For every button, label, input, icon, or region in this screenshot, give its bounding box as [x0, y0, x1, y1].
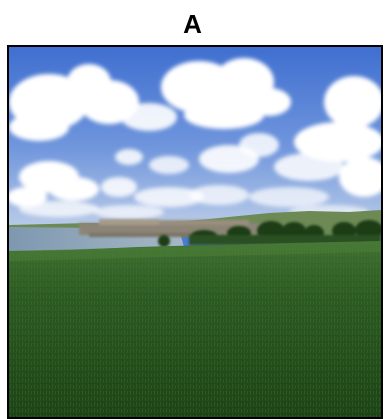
field-edge	[9, 241, 381, 261]
landscape-photo	[7, 45, 383, 419]
photo-canvas	[9, 47, 381, 417]
town	[79, 219, 269, 237]
tree-line	[158, 220, 381, 247]
clouds	[9, 58, 381, 219]
panel-label: A	[183, 9, 202, 39]
field-texture	[9, 241, 381, 417]
